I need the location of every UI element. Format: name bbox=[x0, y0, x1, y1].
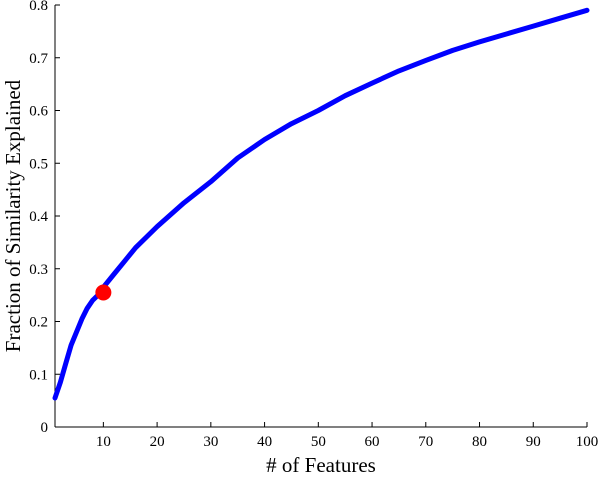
x-axis-label: # of Features bbox=[266, 453, 376, 477]
y-tick-label: 0.1 bbox=[29, 367, 48, 383]
ticks: 10 20 30 40 50 60 70 80 90 100 0 0.1 0.2 0.3 0.4 0.5 0.6… bbox=[29, 0, 598, 450]
y-tick-label: 0.4 bbox=[29, 209, 48, 225]
series-layer bbox=[52, 7, 590, 401]
y-tick-label: 0.7 bbox=[29, 51, 48, 67]
x-tick-label: 80 bbox=[472, 434, 487, 450]
x-tick-label: 20 bbox=[150, 434, 165, 450]
y-tick-label: 0.6 bbox=[29, 104, 48, 120]
highlight-points bbox=[95, 284, 112, 301]
series-line bbox=[52, 7, 590, 401]
y-tick-label: 0.2 bbox=[29, 315, 48, 331]
highlight-point bbox=[95, 284, 112, 301]
x-tick-label: 90 bbox=[526, 434, 541, 450]
x-tick-label: 70 bbox=[418, 434, 433, 450]
y-axis-label: Fraction of Similarity Explained bbox=[1, 79, 25, 352]
axes bbox=[54, 5, 587, 428]
x-tick-label: 60 bbox=[365, 434, 380, 450]
y-tick-label: 0.8 bbox=[29, 0, 48, 14]
y-tick-label: 0 bbox=[41, 420, 49, 436]
x-tick-label: 30 bbox=[203, 434, 218, 450]
x-tick-label: 40 bbox=[257, 434, 272, 450]
x-tick-label: 50 bbox=[311, 434, 326, 450]
y-tick-label: 0.3 bbox=[29, 262, 48, 278]
x-tick-label: 10 bbox=[96, 434, 111, 450]
y-tick-label: 0.5 bbox=[29, 156, 48, 172]
x-tick-label: 100 bbox=[576, 434, 599, 450]
